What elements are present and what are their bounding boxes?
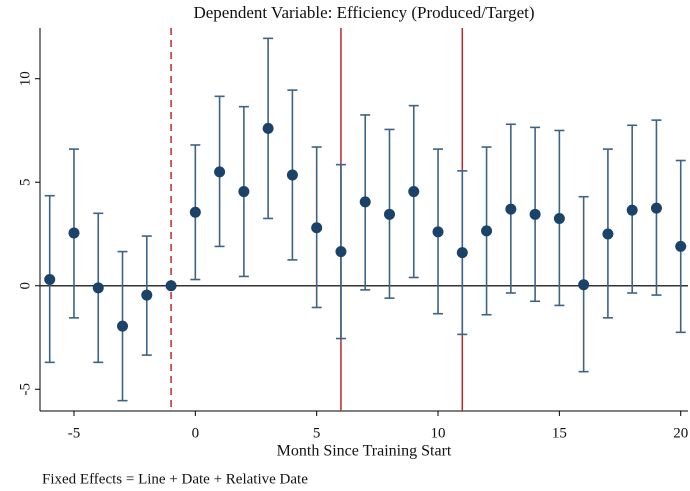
point bbox=[141, 289, 153, 301]
point bbox=[578, 279, 590, 291]
point bbox=[286, 169, 298, 181]
point bbox=[553, 212, 565, 224]
point bbox=[408, 186, 420, 198]
point bbox=[238, 186, 250, 198]
point bbox=[383, 208, 395, 220]
x-tick-label: 5 bbox=[313, 425, 321, 441]
point bbox=[505, 203, 517, 215]
y-tick-label: 5 bbox=[17, 178, 33, 186]
x-tick-label: 15 bbox=[552, 425, 567, 441]
point bbox=[456, 247, 468, 259]
x-tick-label: 10 bbox=[431, 425, 446, 441]
point bbox=[335, 246, 347, 258]
point bbox=[189, 206, 201, 218]
x-tick-label: -5 bbox=[68, 425, 81, 441]
point bbox=[311, 222, 323, 234]
point bbox=[481, 225, 493, 237]
chart-title: Dependent Variable: Efficiency (Produced… bbox=[193, 3, 534, 22]
point bbox=[262, 122, 274, 134]
point bbox=[650, 202, 662, 214]
x-tick-label: 20 bbox=[673, 425, 688, 441]
point bbox=[529, 208, 541, 220]
point bbox=[68, 227, 80, 239]
point bbox=[92, 282, 104, 294]
point bbox=[165, 280, 177, 292]
x-axis-label: Month Since Training Start bbox=[277, 443, 452, 460]
y-tick-label: 10 bbox=[17, 71, 33, 86]
point bbox=[432, 226, 444, 238]
point bbox=[117, 320, 129, 332]
point bbox=[214, 166, 226, 178]
note: Fixed Effects = Line + Date + Relative D… bbox=[42, 471, 308, 487]
y-tick-label: 0 bbox=[17, 282, 33, 290]
x-tick-label: 0 bbox=[192, 425, 200, 441]
point bbox=[602, 228, 614, 240]
point bbox=[626, 204, 638, 216]
point bbox=[675, 240, 687, 252]
y-tick-label: -5 bbox=[17, 383, 33, 396]
point bbox=[44, 274, 56, 286]
point bbox=[359, 196, 371, 208]
